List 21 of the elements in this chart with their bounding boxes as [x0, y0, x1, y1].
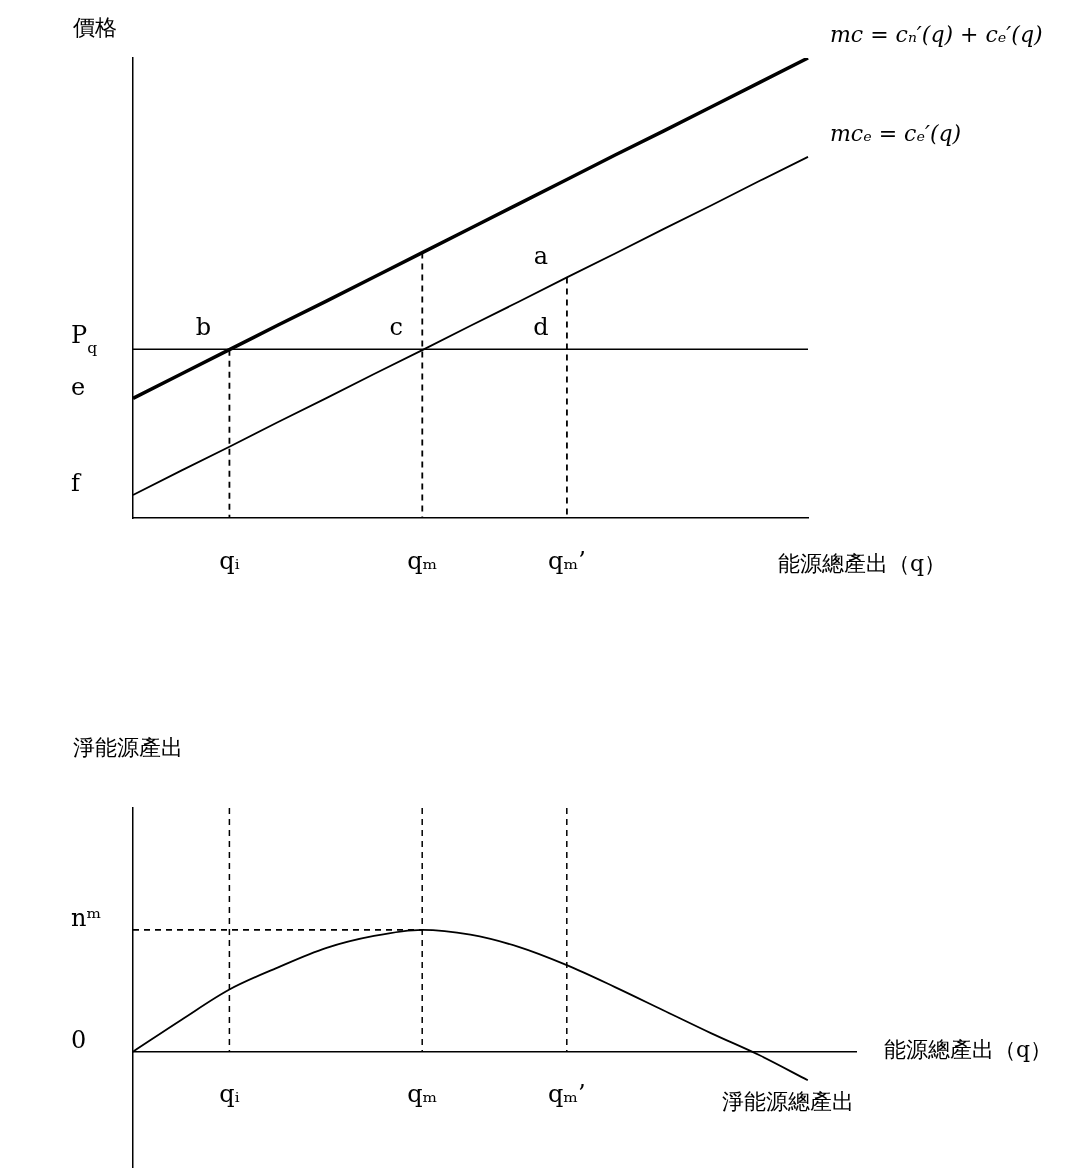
x-tick-label: qᵢ: [219, 546, 240, 575]
annotation: c: [389, 313, 404, 342]
series-label: 淨能源總產出: [721, 1089, 854, 1114]
annotation: d: [533, 313, 549, 342]
x-axis-title: 能源總產出（q）: [778, 550, 947, 576]
x-tick-label: qₘ: [407, 1080, 438, 1109]
x-axis-title: 能源總產出（q）: [884, 1037, 1053, 1063]
text: nᵐ: [71, 904, 102, 933]
y-axis-title: 淨能源產出: [73, 734, 183, 760]
series-label: mc = cₙ′(q) + cₑ′(q): [830, 21, 1043, 47]
annotation: b: [195, 313, 212, 342]
x-tick-label: qₘ’: [548, 546, 586, 575]
annotation: a: [533, 241, 549, 270]
x-tick-label: qₘ: [407, 546, 438, 575]
text: f: [71, 469, 82, 498]
text: e: [71, 372, 86, 401]
text: 0: [71, 1025, 87, 1054]
series-label: mcₑ = cₑ′(q): [830, 120, 962, 146]
y-axis-title: 價格: [73, 14, 117, 40]
x-tick-label: qₘ’: [547, 1080, 586, 1109]
x-tick-label: qᵢ: [219, 1080, 240, 1109]
